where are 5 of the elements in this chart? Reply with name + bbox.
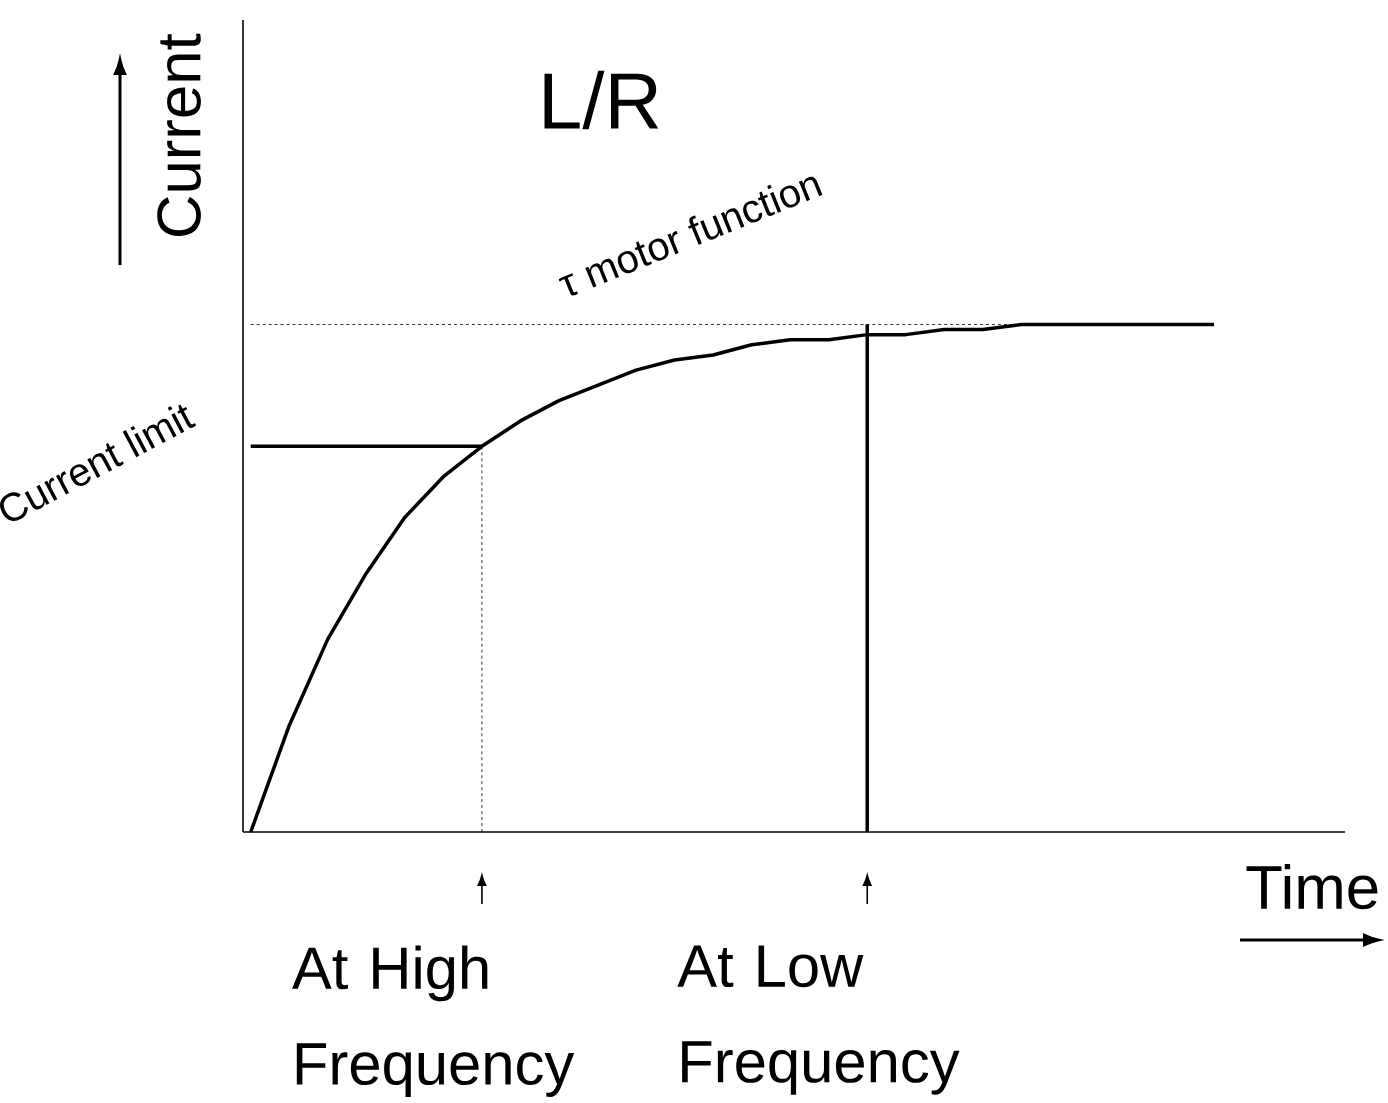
text: At Low Frequency bbox=[677, 945, 960, 1095]
y-axis-title: Current bbox=[157, 33, 201, 237]
text: L/R bbox=[544, 70, 659, 130]
text: At High Frequency bbox=[292, 945, 575, 1097]
x-axis-title: Time bbox=[1246, 863, 1378, 910]
